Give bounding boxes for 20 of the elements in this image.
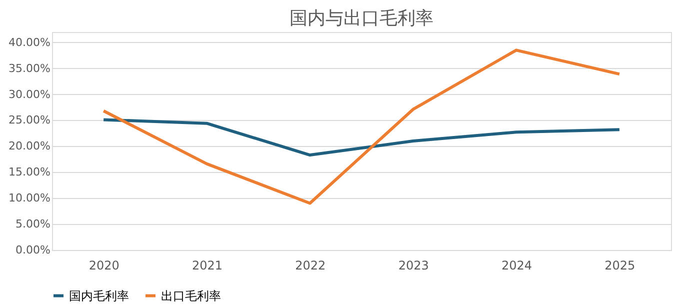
legend-label: 出口毛利率 <box>161 288 221 303</box>
y-tick-label: 10.00% <box>8 192 50 205</box>
legend-label: 国内毛利率 <box>69 288 129 303</box>
x-tick-label: 2023 <box>398 258 429 272</box>
y-tick-label: 15.00% <box>8 166 50 179</box>
y-tick-label: 25.00% <box>8 114 50 127</box>
x-tick-label: 2025 <box>604 258 636 272</box>
x-tick-label: 2022 <box>295 258 326 272</box>
x-tick-label: 2024 <box>501 258 532 272</box>
y-tick-label: 35.00% <box>8 62 50 75</box>
chart-title: 国内与出口毛利率 <box>290 8 434 29</box>
y-tick-label: 20.00% <box>8 140 50 153</box>
line-series <box>102 48 621 205</box>
line-series <box>102 118 621 157</box>
y-tick-label: 5.00% <box>16 218 50 231</box>
y-tick-label: 40.00% <box>8 36 50 49</box>
y-tick-label: 0.00% <box>16 244 50 256</box>
y-tick-label: 30.00% <box>8 88 50 101</box>
x-tick-label: 2021 <box>192 258 223 272</box>
x-tick-label: 2020 <box>88 258 120 272</box>
